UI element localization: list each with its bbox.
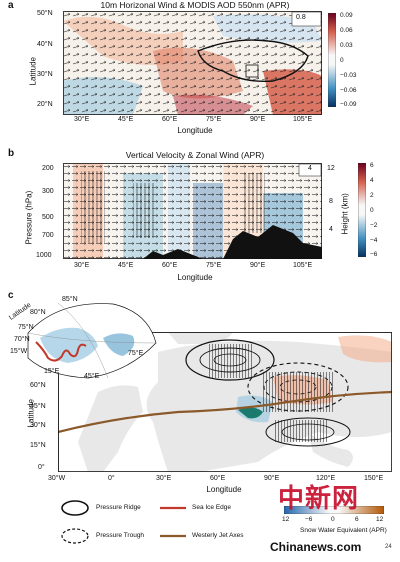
legend-westerly-jet: Westerly Jet Axes — [192, 532, 244, 539]
panel-b-xtick: 45°E — [118, 262, 134, 269]
panel-c-xtick: 30°W — [48, 475, 66, 482]
panel-a-cbtick: 0 — [340, 57, 344, 64]
panel-b-cbtick: −4 — [370, 237, 378, 244]
panel-b-ylabel: Pressure (hPa) — [24, 190, 34, 245]
legend-sea-ice-symbol — [160, 506, 186, 510]
inset-lat-tick: 70°N — [14, 336, 30, 343]
swe-cbtick: 12 — [282, 516, 290, 523]
panel-a-xtick: 105°E — [293, 116, 313, 123]
panel-b-cbtick: 2 — [370, 192, 374, 199]
panel-c-arctic-inset — [27, 302, 157, 379]
panel-c-xtick: 150°E — [364, 475, 384, 482]
panel-a-colorbar — [328, 13, 336, 107]
panel-b-ytick: 700 — [42, 232, 54, 239]
panel-b-section — [63, 163, 322, 259]
panel-a-ytick: 30°N — [37, 71, 53, 78]
panel-a-xtick: 75°E — [206, 116, 222, 123]
panel-b-ytick: 300 — [42, 188, 54, 195]
panel-c-ytick: 60°N — [30, 382, 46, 389]
panel-c-xtick: 0° — [108, 475, 115, 482]
panel-a-xlabel: Longitude — [177, 126, 213, 135]
swe-cbtick: 12 — [376, 516, 384, 523]
panel-b-ytick: 1000 — [36, 252, 52, 259]
panel-a-ref-vector: 0.8 — [296, 14, 306, 21]
panel-b-cbtick: 6 — [370, 162, 374, 169]
legend-ridge-symbol — [61, 500, 89, 516]
panel-b-ytick: 500 — [42, 214, 54, 221]
panel-c-ytick: 0° — [38, 464, 45, 471]
panel-a-cbtick: 0.06 — [340, 27, 353, 34]
panel-b-cbtick: −2 — [370, 222, 378, 229]
swe-cbtick: 6 — [355, 516, 359, 523]
swe-colorbar — [284, 506, 384, 514]
inset-lon-tick: 15°E — [44, 368, 60, 375]
panel-c-xtick: 60°E — [210, 475, 226, 482]
inset-lat-tick: 85°N — [62, 296, 78, 303]
panel-a-cbtick: −0.03 — [340, 72, 357, 79]
panel-a-cbtick: 0.09 — [340, 12, 353, 19]
panel-c-xtick: 120°E — [316, 475, 336, 482]
panel-c-ytick: 30°N — [30, 422, 46, 429]
panel-b-xtick: 105°E — [293, 262, 313, 269]
panel-b-xtick: 30°E — [74, 262, 90, 269]
panel-a-xtick: 90°E — [250, 116, 266, 123]
panel-a-ytick: 50°N — [37, 10, 53, 17]
panel-c-label: c — [8, 290, 14, 301]
panel-b-cbtick: −6 — [370, 251, 378, 258]
panel-a-ytick: 20°N — [37, 101, 53, 108]
panel-b-title: Vertical Velocity & Zonal Wind (APR) — [125, 150, 265, 160]
panel-a-cbtick: 0.03 — [340, 42, 353, 49]
swe-cbtick: −6 — [305, 516, 313, 523]
panel-b-xtick: 75°E — [206, 262, 222, 269]
panel-b-xtick: 90°E — [250, 262, 266, 269]
panel-b-ref-vector: 4 — [308, 165, 312, 172]
panel-b-label: b — [8, 148, 15, 159]
legend-sea-ice-edge: Sea Ice Edge — [192, 504, 232, 511]
swe-label: Snow Water Equivalent (APR) — [300, 527, 387, 534]
panel-a-cbtick: −0.09 — [340, 101, 357, 108]
panel-c-ytick: 15°N — [30, 442, 46, 449]
panel-c-xtick: 30°E — [156, 475, 172, 482]
panel-c-map — [58, 332, 392, 472]
panel-b-y2tick: 4 — [329, 226, 333, 233]
panel-a-label: a — [8, 0, 14, 11]
legend-jet-symbol — [160, 534, 186, 538]
panel-c-ytick: 45°N — [30, 403, 46, 410]
panel-b-y2tick: 12 — [327, 165, 335, 172]
inset-lat-tick: 75°N — [18, 324, 34, 331]
panel-a-ytick: 40°N — [37, 41, 53, 48]
panel-b-y2tick: 8 — [329, 198, 333, 205]
swe-cbtick: 0 — [331, 516, 335, 523]
legend-trough-symbol — [61, 528, 89, 544]
legend-pressure-trough: Pressure Trough — [96, 532, 145, 539]
panel-c-xtick: 90°E — [264, 475, 280, 482]
panel-a-xtick: 30°E — [74, 116, 90, 123]
inset-lon-tick: 15°W — [10, 348, 28, 355]
panel-b-xtick: 60°E — [162, 262, 178, 269]
panel-a-map — [63, 11, 322, 115]
legend-pressure-ridge: Pressure Ridge — [96, 504, 141, 511]
panel-a-xtick: 45°E — [118, 116, 134, 123]
panel-a-xtick: 60°E — [162, 116, 178, 123]
inset-lon-tick: 45°E — [84, 373, 100, 380]
panel-b-cbtick: 4 — [370, 177, 374, 184]
watermark-url: Chinanews.com — [270, 540, 362, 554]
panel-b-cbtick: 0 — [370, 207, 374, 214]
panel-c-xlabel: Longitude — [206, 485, 242, 494]
watermark-suffix: 24 — [385, 544, 392, 550]
panel-a-cbtick: −0.06 — [340, 87, 357, 94]
watermark-logo: 中新网 — [278, 484, 360, 514]
inset-lon-tick: 75°E — [128, 350, 144, 357]
panel-b-ytick: 200 — [42, 165, 54, 172]
inset-lat-tick: 80°N — [30, 309, 46, 316]
panel-b-y2label: Height (km) — [340, 193, 350, 235]
panel-b-xlabel: Longitude — [177, 273, 213, 282]
panel-a-title: 10m Horizonal Wind & MODIS AOD 550nm (AP… — [100, 0, 290, 10]
panel-b-colorbar — [358, 163, 366, 257]
